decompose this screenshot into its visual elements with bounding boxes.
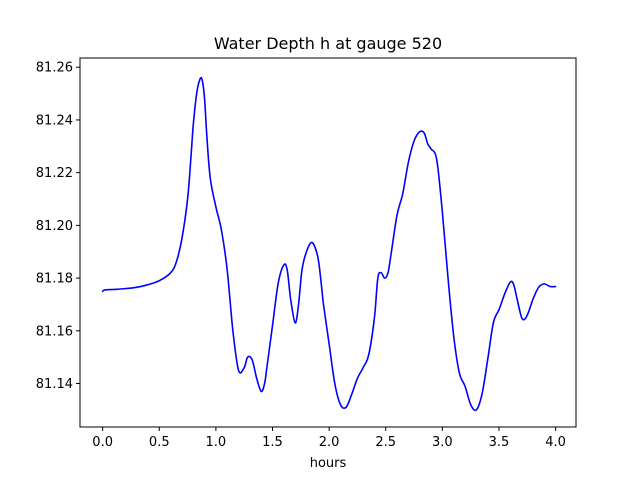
series-layer xyxy=(101,76,557,412)
x-tick-label: 3.0 xyxy=(432,435,453,450)
y-tick-label: 81.14 xyxy=(36,377,73,392)
x-tick-label: 4.0 xyxy=(545,435,566,450)
y-tick-label: 81.20 xyxy=(36,219,73,234)
x-tick-label: 2.5 xyxy=(375,435,396,450)
x-tick-label: 1.0 xyxy=(206,435,227,450)
y-tick-label: 81.26 xyxy=(36,61,73,76)
y-tick-label: 81.18 xyxy=(36,272,73,287)
x-tick-label: 0.5 xyxy=(149,435,170,450)
x-tick-label: 0.0 xyxy=(92,435,113,450)
x-tick-label: 2.0 xyxy=(319,435,340,450)
x-axis-ticks: 0.0 0.5 1.0 1.5 2.0 2.5 3.0 3.5 4.0 xyxy=(92,427,566,450)
x-tick-label: 3.5 xyxy=(489,435,510,450)
x-tick-label: 1.5 xyxy=(262,435,283,450)
y-tick-label: 81.22 xyxy=(36,166,73,181)
y-tick-label: 81.24 xyxy=(36,113,73,128)
x-axis-label: hours xyxy=(310,456,347,471)
plot-frame xyxy=(79,57,577,428)
chart-title: Water Depth h at gauge 520 xyxy=(214,34,442,53)
series-line-0 xyxy=(101,76,557,412)
y-tick-label: 81.16 xyxy=(36,324,73,339)
y-axis-ticks: 81.14 81.16 81.18 81.20 81.22 81.24 81.26 xyxy=(36,61,80,392)
